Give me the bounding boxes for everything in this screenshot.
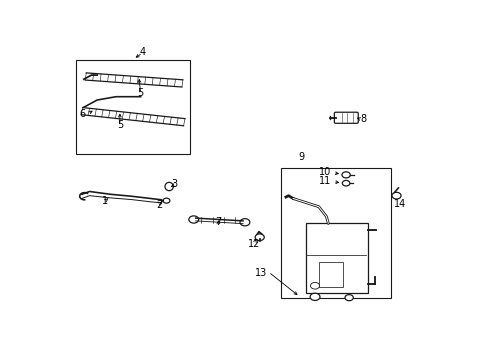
Text: 9: 9 — [298, 152, 304, 162]
Circle shape — [163, 198, 169, 203]
Text: 1: 1 — [102, 196, 107, 206]
Text: 11: 11 — [319, 176, 331, 186]
Circle shape — [188, 216, 198, 223]
Text: 4: 4 — [139, 46, 145, 57]
Circle shape — [255, 234, 264, 240]
Bar — [76, 60, 189, 154]
Circle shape — [391, 192, 400, 199]
FancyBboxPatch shape — [305, 223, 367, 293]
Text: 5: 5 — [117, 120, 123, 130]
Bar — [318, 262, 343, 287]
Text: 3: 3 — [171, 179, 177, 189]
Text: 14: 14 — [393, 199, 406, 209]
Text: 10: 10 — [319, 167, 331, 177]
Bar — [280, 168, 390, 298]
Text: 2: 2 — [156, 199, 162, 210]
FancyBboxPatch shape — [334, 112, 358, 123]
Text: 12: 12 — [247, 239, 259, 249]
Circle shape — [341, 172, 349, 178]
Text: 8: 8 — [359, 114, 366, 123]
Circle shape — [342, 180, 349, 186]
Circle shape — [240, 219, 249, 226]
Text: 6: 6 — [79, 109, 85, 119]
Text: 5: 5 — [137, 88, 143, 98]
Circle shape — [309, 293, 319, 301]
Text: 13: 13 — [255, 268, 267, 278]
Text: 7: 7 — [215, 217, 221, 227]
Circle shape — [310, 283, 319, 289]
Circle shape — [344, 294, 353, 301]
Ellipse shape — [164, 183, 173, 191]
